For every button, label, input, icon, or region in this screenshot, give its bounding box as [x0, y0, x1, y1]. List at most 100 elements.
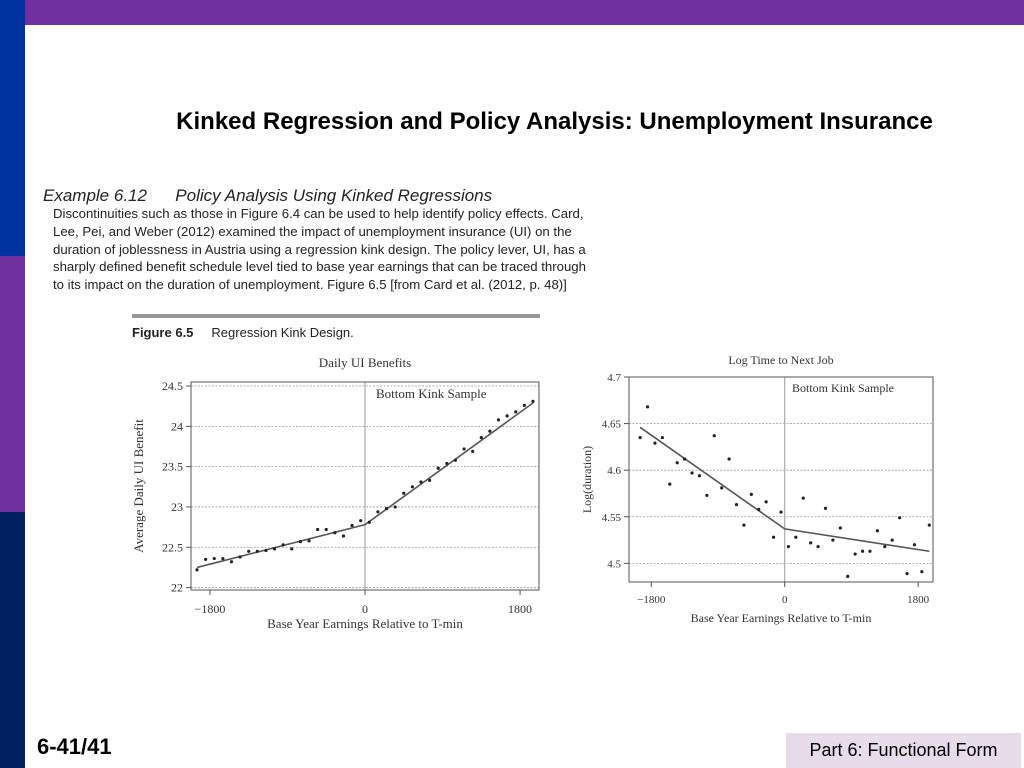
y-tick-label: 4.6: [607, 465, 621, 477]
data-point: [697, 474, 702, 478]
data-point: [764, 500, 768, 504]
data-point: [742, 523, 746, 527]
data-point: [720, 486, 724, 490]
chart-annotation: Bottom Kink Sample: [792, 381, 894, 395]
x-tick-label: −1800: [195, 602, 226, 616]
side-accent-blue: [0, 0, 25, 256]
data-point: [264, 548, 268, 553]
data-point: [660, 435, 664, 440]
body-line: Lee, Pei, and Weber (2012) examined the …: [53, 223, 572, 239]
data-point: [727, 457, 731, 461]
y-tick-label: 24: [171, 419, 183, 433]
x-tick-label: −1800: [637, 594, 666, 606]
figure-rule: [132, 314, 540, 318]
x-tick-label: 1800: [907, 594, 930, 606]
data-point: [846, 574, 850, 579]
data-point: [436, 466, 440, 470]
data-point: [376, 510, 380, 514]
top-accent-bar: [0, 0, 1024, 25]
data-point: [794, 535, 798, 539]
data-point: [638, 435, 642, 440]
data-point: [290, 547, 294, 551]
data-point: [221, 556, 225, 561]
data-point: [801, 496, 805, 500]
y-tick-label: 23.5: [162, 460, 183, 474]
data-point: [238, 555, 242, 559]
slide-number: 6-41/41: [37, 734, 112, 759]
y-axis-label: Average Daily UI Benefit: [131, 419, 146, 553]
chart-2: 4.5 4.55 4.6 4.65 4.7 −1800 0 1800 Log Time to N…: [580, 353, 934, 625]
data-point: [479, 436, 483, 440]
data-point: [255, 549, 259, 553]
data-point: [316, 527, 320, 532]
data-point: [898, 516, 902, 520]
data-point: [272, 547, 277, 551]
data-point: [757, 507, 761, 511]
data-point: [912, 543, 917, 547]
data-point: [771, 535, 776, 539]
data-point: [868, 549, 872, 553]
data-point: [920, 570, 924, 574]
figure-label: Figure 6.5: [132, 325, 194, 340]
data-point: [453, 458, 458, 462]
side-accent-purple: [0, 256, 25, 512]
x-tick-label: 0: [362, 602, 368, 616]
data-point: [229, 560, 234, 564]
example-title: Policy Analysis Using Kinked Regressions: [175, 186, 493, 205]
data-point: [307, 539, 311, 543]
example-heading: Example 6.12 Policy Analysis Using Kinke…: [43, 186, 492, 206]
data-point: [816, 544, 820, 549]
data-point: [712, 434, 716, 438]
data-point: [883, 544, 887, 549]
y-tick-label: 24.5: [162, 379, 183, 393]
body-line: sharply defined benefit schedule level t…: [53, 259, 586, 275]
y-tick-label: 4.65: [602, 419, 622, 431]
data-point: [690, 471, 694, 475]
chart-title: Daily UI Benefits: [319, 355, 411, 370]
data-point: [831, 538, 835, 542]
data-point: [419, 480, 423, 484]
slide-title: Kinked Regression and Policy Analysis: U…: [176, 108, 933, 135]
data-point: [875, 529, 879, 533]
example-number: Example 6.12: [43, 186, 147, 205]
data-point: [488, 429, 492, 433]
data-point: [350, 523, 354, 528]
example-body: Discontinuities such as those in Figure …: [53, 205, 633, 294]
body-line: duration of joblessness in Austria using…: [53, 241, 586, 257]
footer-section-label: Part 6: Functional Form: [786, 733, 1021, 768]
data-point: [359, 519, 363, 523]
data-point: [927, 523, 931, 527]
x-tick-label: 0: [782, 594, 788, 606]
data-point: [402, 491, 406, 495]
y-tick-label: 22.5: [162, 540, 183, 554]
data-point: [462, 447, 466, 451]
data-point: [890, 538, 894, 542]
data-point: [749, 492, 753, 497]
data-point: [809, 541, 813, 545]
data-point: [384, 506, 389, 511]
y-tick-label: 4.55: [602, 512, 622, 524]
data-point: [514, 410, 518, 414]
side-accent-navy: [0, 512, 25, 768]
data-point: [860, 549, 865, 553]
y-tick-label: 4.5: [607, 558, 621, 570]
data-point: [531, 399, 535, 403]
y-tick-label: 22: [171, 581, 183, 595]
x-tick-label: 1800: [508, 602, 532, 616]
data-point: [333, 531, 337, 535]
data-point: [905, 572, 909, 576]
data-point: [410, 485, 414, 489]
data-point: [823, 506, 828, 510]
chart-annotation: Bottom Kink Sample: [376, 386, 487, 401]
data-point: [683, 457, 687, 461]
data-point: [779, 510, 783, 514]
fit-line: [639, 426, 930, 553]
body-line: to its impact on the duration of unemplo…: [53, 277, 567, 293]
data-point: [445, 461, 449, 466]
figure-caption-text: Regression Kink Design.: [211, 325, 354, 340]
data-point: [838, 526, 842, 530]
data-point: [204, 557, 208, 561]
y-tick-label: 4.7: [607, 372, 621, 384]
data-point: [522, 403, 526, 407]
